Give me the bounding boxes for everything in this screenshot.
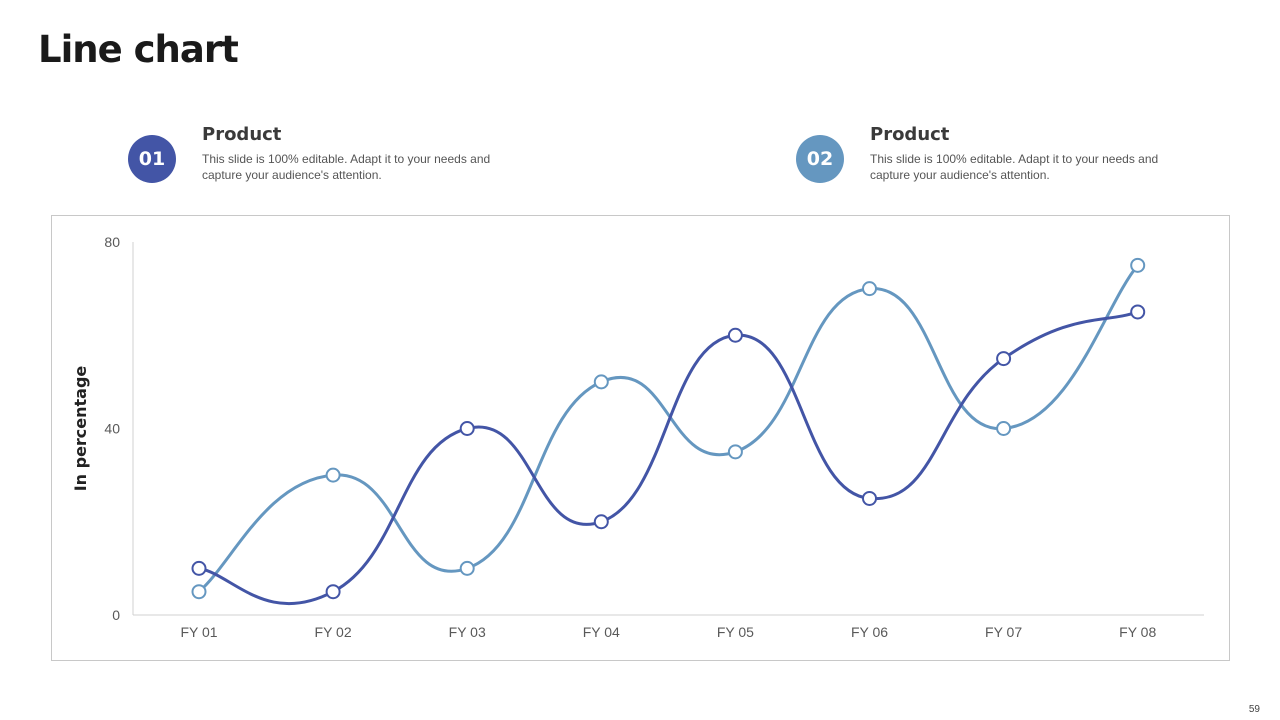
x-tick-label: FY 05	[717, 624, 754, 640]
chart-frame: 0 40 80 FY 01 FY 02 FY 03 FY 04 FY 05 FY 06 FY 07…	[51, 215, 1230, 661]
x-tick-label: FY 01	[180, 624, 217, 640]
slide-title: Line chart	[38, 28, 239, 71]
series-1-point	[593, 514, 609, 530]
legend-badge-02: 02	[796, 135, 844, 183]
series-2-point	[996, 421, 1012, 436]
series-1-line	[197, 310, 1140, 605]
y-tick-label: 40	[104, 421, 120, 437]
y-axis-label: In percentage	[71, 366, 90, 492]
page-number: 59	[1248, 704, 1260, 715]
legend-item-02: 02 Product This slide is 100% editable. …	[796, 124, 1158, 188]
x-tick-label: FY 07	[985, 624, 1022, 640]
series-2-point	[862, 281, 877, 297]
legend-title-02: Product	[870, 124, 950, 145]
x-tick-label: FY 08	[1119, 624, 1156, 640]
line-chart: 0 40 80 FY 01 FY 02 FY 03 FY 04 FY 05 FY 06 FY 07…	[71, 234, 1204, 640]
legend-badge-01: 01	[128, 135, 176, 183]
series-1-point	[191, 560, 207, 576]
y-tick-label: 80	[104, 234, 120, 250]
series-1-point	[996, 351, 1012, 367]
series-2-point	[191, 584, 207, 600]
series-2-point	[1130, 257, 1146, 273]
series-2-point	[727, 444, 743, 460]
legend-description-01: This slide is 100% editable. Adapt it to…	[202, 152, 491, 182]
y-tick-label: 0	[112, 607, 120, 623]
series-2-point	[459, 560, 475, 576]
legend-item-01: 01 Product This slide is 100% editable. …	[128, 124, 490, 188]
series-1-point	[325, 584, 341, 600]
series-1-point	[862, 490, 877, 506]
x-tick-label: FY 06	[851, 624, 888, 640]
x-tick-label: FY 03	[449, 624, 486, 640]
legend-title-01: Product	[202, 124, 282, 145]
series-2-point	[593, 374, 609, 390]
x-tick-label: FY 02	[315, 624, 352, 640]
legend-description-02: This slide is 100% editable. Adapt it to…	[870, 152, 1159, 182]
series-1-point	[459, 421, 475, 436]
series-2-point	[325, 467, 341, 483]
series-1-point	[727, 327, 743, 343]
series-1-point	[1130, 304, 1146, 320]
series-2-line	[197, 263, 1140, 594]
x-tick-label: FY 04	[583, 624, 620, 640]
